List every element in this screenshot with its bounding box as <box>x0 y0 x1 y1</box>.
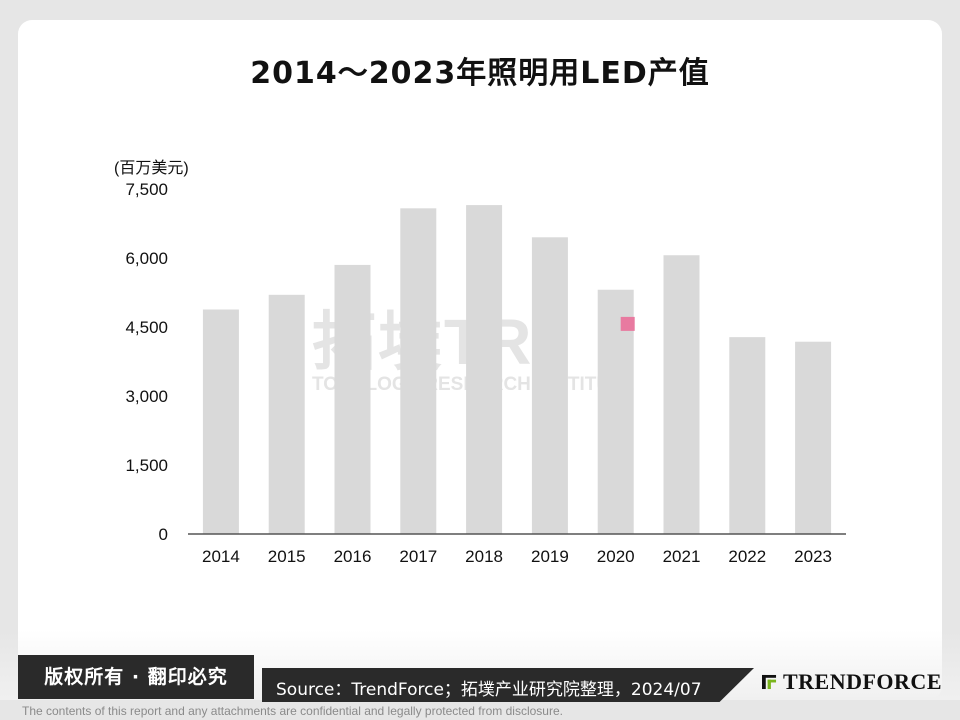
x-tick-label: 2015 <box>268 547 306 566</box>
bar-2014 <box>202 309 239 534</box>
marker-2020 <box>620 316 635 331</box>
bar-2019 <box>531 237 568 535</box>
y-tick-label: 7,500 <box>125 180 168 199</box>
trendforce-logo-text: TRENDFORCE <box>782 669 942 694</box>
chart-title: 2014～2023年照明用LED产值 <box>250 56 710 91</box>
bar-2023 <box>795 341 832 534</box>
bar-2021 <box>663 255 700 535</box>
y-tick-label: 4,500 <box>125 318 168 337</box>
x-tick-label: 2020 <box>597 547 635 566</box>
x-tick-label: 2021 <box>663 547 701 566</box>
bar-2022 <box>729 337 766 534</box>
y-tick-label: 6,000 <box>125 249 168 268</box>
source-text: Source：TrendForce；拓墣产业研究院整理，2024/07 <box>276 680 702 700</box>
x-tick-label: 2014 <box>202 547 240 566</box>
x-tick-label: 2018 <box>465 547 503 566</box>
source-bar <box>262 668 754 702</box>
y-axis-unit-label: (百万美元) <box>114 160 189 177</box>
x-tick-label: 2017 <box>399 547 437 566</box>
x-tick-label: 2022 <box>728 547 766 566</box>
bar-2017 <box>400 208 437 534</box>
bar-2015 <box>268 294 305 534</box>
bar-chart: 0 1,500 3,000 4,500 6,000 7,500 2014 2015 2016 20… <box>125 180 846 566</box>
trendforce-logo-icon <box>762 674 777 690</box>
y-tick-label: 0 <box>159 525 168 544</box>
y-tick-label: 3,000 <box>125 387 168 406</box>
trendforce-logo: TRENDFORCE <box>762 664 942 700</box>
bar-2018 <box>466 205 503 534</box>
bar-2016 <box>334 264 371 534</box>
disclaimer: The contents of this report and any atta… <box>22 704 563 718</box>
y-tick-label: 1,500 <box>125 456 168 475</box>
copyright-badge: 版权所有 · 翻印必究 <box>18 655 254 699</box>
x-tick-label: 2023 <box>794 547 832 566</box>
x-tick-label: 2019 <box>531 547 569 566</box>
x-tick-label: 2016 <box>334 547 372 566</box>
